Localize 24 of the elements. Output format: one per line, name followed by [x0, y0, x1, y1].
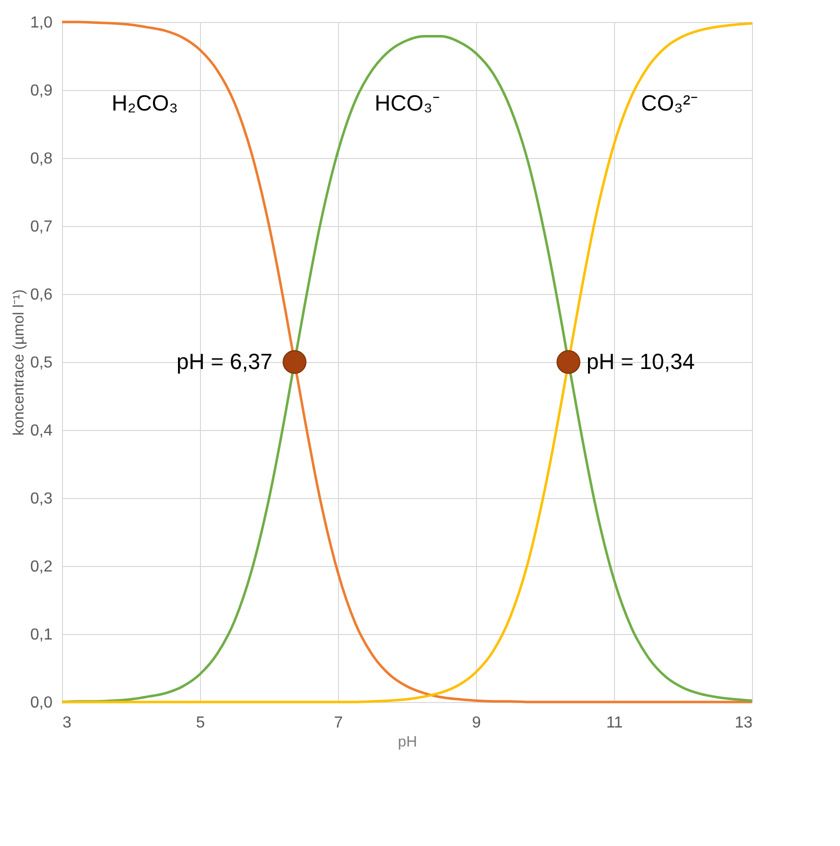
- x-tick-label: 13: [734, 714, 753, 732]
- annotation: HCO₃⁻: [374, 90, 440, 116]
- x-axis-title: pH: [398, 734, 418, 750]
- y-tick-label: 0,7: [30, 218, 53, 236]
- x-tick-label: 5: [196, 714, 206, 732]
- y-axis-title: koncentrace (µmol l⁻¹): [10, 289, 28, 436]
- x-tick-label: 9: [472, 714, 482, 732]
- y-tick-label: 0,4: [30, 422, 53, 440]
- y-tick-label: 1,0: [30, 14, 53, 32]
- y-tick-label: 0,9: [30, 82, 53, 100]
- y-tick-label: 0,5: [30, 354, 53, 372]
- y-tick-label: 0,8: [30, 150, 53, 168]
- x-tick-label: 3: [62, 714, 72, 732]
- x-tick-label: 11: [606, 714, 623, 732]
- x-tick-label: 7: [334, 714, 344, 732]
- y-tick-label: 0,3: [30, 490, 53, 508]
- y-tick-label: 0,1: [30, 626, 53, 644]
- y-tick-label: 0,2: [30, 558, 53, 576]
- annotation: H₂CO₃: [112, 90, 178, 116]
- y-tick-label: 0,0: [30, 694, 53, 712]
- annotation: pH = 6,37: [176, 349, 273, 374]
- annotation: pH = 10,34: [586, 349, 695, 374]
- annotation: CO₃²⁻: [641, 90, 698, 116]
- y-tick-label: 0,6: [30, 286, 53, 304]
